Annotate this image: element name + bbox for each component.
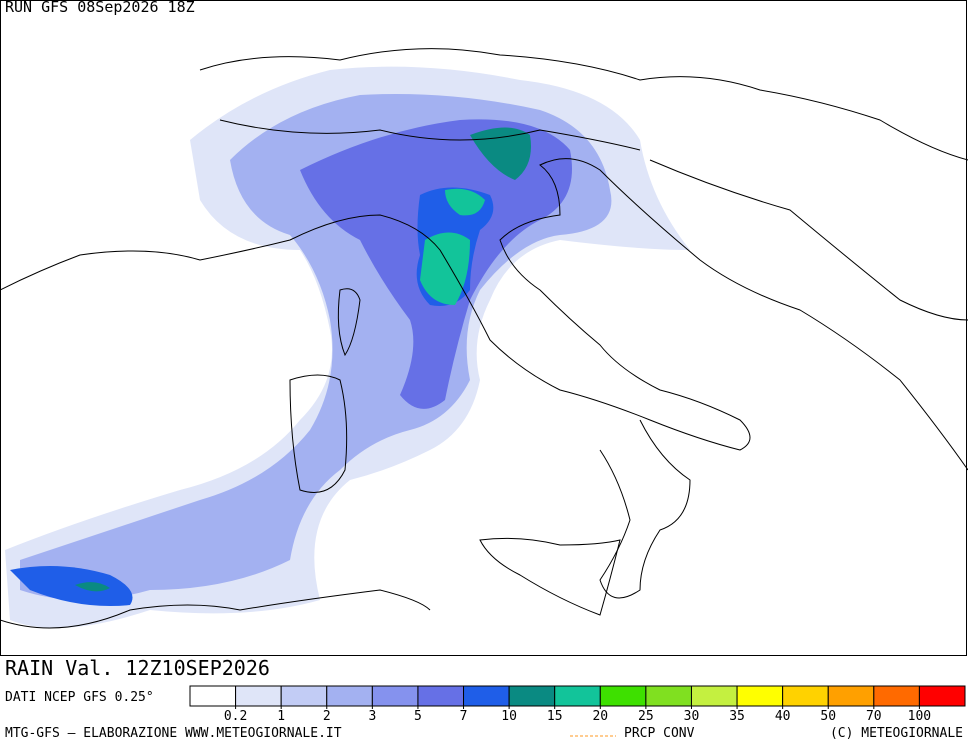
legend-label: 7 bbox=[460, 709, 468, 724]
legend-swatch bbox=[645, 685, 692, 707]
legend-label: 10 bbox=[501, 709, 517, 724]
legend-label: 100 bbox=[908, 709, 931, 724]
legend-label: 30 bbox=[684, 709, 700, 724]
sardinia bbox=[289, 374, 348, 493]
legend-label: 3 bbox=[368, 709, 376, 724]
legend-label: 40 bbox=[775, 709, 791, 724]
border bbox=[649, 159, 968, 321]
sicily bbox=[479, 537, 621, 616]
legend-swatch bbox=[873, 685, 920, 707]
legend-label: 5 bbox=[414, 709, 422, 724]
legend-swatch bbox=[918, 685, 966, 707]
legend-label: 1 bbox=[277, 709, 285, 724]
legend-swatch bbox=[782, 685, 829, 707]
footer-middle: PRCP CONV bbox=[624, 726, 695, 741]
legend-swatch bbox=[827, 685, 875, 707]
legend-label: 2 bbox=[323, 709, 331, 724]
legend-label: 70 bbox=[866, 709, 882, 724]
footer-left: MTG-GFS – ELABORAZIONE WWW.METEOGIORNALE… bbox=[5, 726, 342, 741]
legend-label: 0.2 bbox=[224, 709, 247, 724]
legend-swatch bbox=[189, 685, 237, 707]
legend-swatch bbox=[371, 685, 419, 707]
legend-swatch bbox=[736, 685, 784, 707]
legend-label: 15 bbox=[547, 709, 563, 724]
coastline bbox=[0, 589, 431, 629]
legend-label: 25 bbox=[638, 709, 654, 724]
legend-swatch bbox=[508, 685, 556, 707]
legend-label: 35 bbox=[729, 709, 745, 724]
coastlines bbox=[0, 48, 968, 629]
rain-area bbox=[420, 232, 470, 305]
corsica bbox=[337, 288, 361, 357]
legend-swatch bbox=[463, 685, 510, 707]
legend: 0.2 1 2 3 5 7 10 15 20 25 30 35 40 50 70 100 bbox=[189, 685, 966, 724]
rain-area bbox=[10, 566, 133, 606]
rain-area bbox=[75, 582, 110, 592]
legend-swatch bbox=[326, 685, 373, 707]
legend-label: 50 bbox=[820, 709, 836, 724]
border bbox=[199, 48, 968, 161]
legend-swatch bbox=[235, 685, 282, 707]
legend-swatch bbox=[690, 685, 738, 707]
footer-right: (C) METEOGIORNALE bbox=[830, 726, 963, 741]
legend-swatch bbox=[280, 685, 328, 707]
field-label: RAIN Val. 12Z10SEP2026 bbox=[5, 656, 270, 680]
legend-swatch bbox=[417, 685, 465, 707]
precipitation bbox=[5, 66, 690, 628]
legend-swatch bbox=[599, 685, 647, 707]
source-label: DATI NCEP GFS 0.25° bbox=[5, 690, 154, 705]
legend-label: 20 bbox=[592, 709, 608, 724]
coastline bbox=[0, 158, 968, 471]
rain-area bbox=[445, 188, 485, 216]
border bbox=[219, 119, 641, 151]
legend-swatch bbox=[554, 685, 601, 707]
rain-area bbox=[470, 127, 531, 180]
coastline bbox=[599, 419, 691, 599]
run-label: RUN GFS 08Sep2026 18Z bbox=[5, 0, 195, 16]
